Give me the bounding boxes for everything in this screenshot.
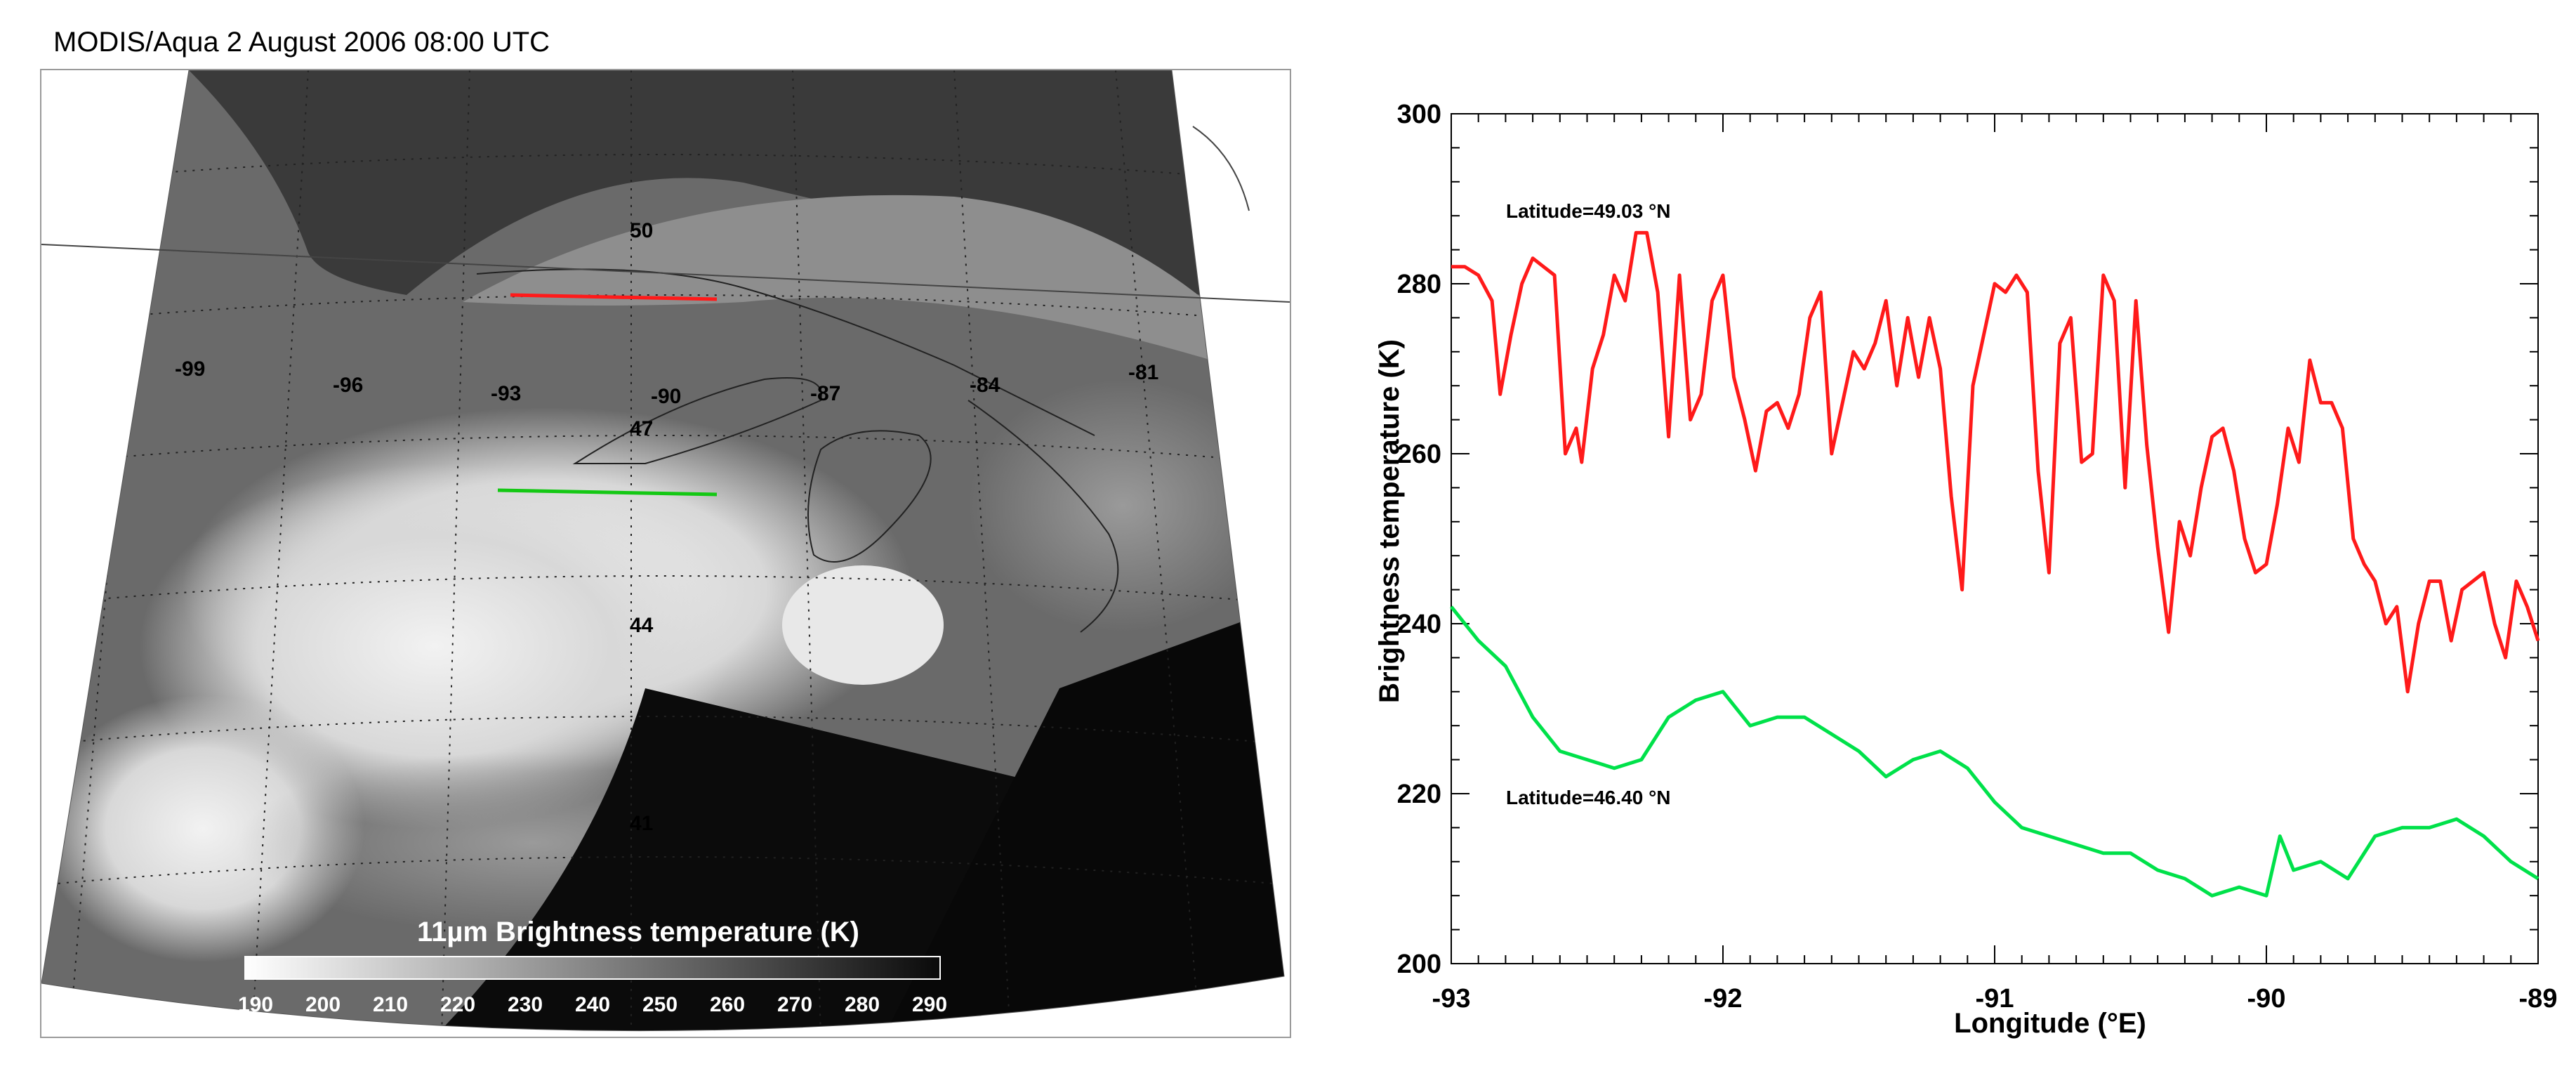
colorbar-tick-label: 290 [912, 993, 947, 1016]
colorbar-tick-label: 270 [777, 993, 812, 1016]
satellite-image-panel: -99 -96 -93 -90 -87 -84 -81 50 47 44 41 … [40, 69, 1291, 1038]
y-tick-label: 300 [1397, 100, 1441, 129]
colorbar-tick-label: 230 [508, 993, 543, 1016]
colorbar-ticks: 190 200 210 220 230 240 250 260 270 280 290 [238, 993, 947, 1016]
satellite-map: -99 -96 -93 -90 -87 -84 -81 50 47 44 41 … [41, 70, 1290, 1032]
series-line-south [1450, 605, 2539, 898]
colorbar: 11µm Brightness temperature (K) 190 200 21… [238, 917, 947, 1016]
y-tick-label: 240 [1397, 610, 1441, 639]
y-tick-label: 260 [1397, 440, 1441, 469]
series-line-north [1451, 230, 2540, 694]
y-tick-label: 200 [1397, 950, 1441, 979]
lon-label: -87 [810, 382, 840, 405]
y-axis-label: Brightness temperature (K) [1374, 339, 1405, 703]
colorbar-tick-label: 220 [440, 993, 475, 1016]
lat-label: 47 [630, 417, 653, 440]
lon-label: -90 [651, 385, 681, 408]
colorbar-tick-label: 200 [305, 993, 341, 1016]
lat-label: 41 [630, 812, 653, 835]
x-tick-label: -89 [2519, 984, 2558, 1013]
map-title: MODIS/Aqua 2 August 2006 08:00 UTC [53, 27, 550, 58]
colorbar-tick-label: 210 [373, 993, 408, 1016]
colorbar-tick-label: 280 [845, 993, 880, 1016]
lat-label: 44 [630, 614, 654, 637]
south-transect-line [497, 488, 718, 497]
brightness-temperature-chart: -93 -92 -91 -90 -89 200 220 240 260 280 300 Longit… [1374, 100, 2558, 1039]
north-transect-line [510, 293, 718, 301]
annotation-south-latitude: Latitude=46.40 °N [1506, 787, 1671, 808]
y-tick-label: 280 [1397, 270, 1441, 299]
lat-label: 50 [630, 219, 653, 242]
map-imagery [41, 70, 1284, 1031]
lon-label: -81 [1128, 361, 1158, 384]
x-axis-label: Longitude (°E) [1954, 1008, 2146, 1039]
colorbar-tick-label: 250 [642, 993, 678, 1016]
colorbar-tick-label: 260 [710, 993, 745, 1016]
colorbar-tick-label: 240 [575, 993, 610, 1016]
x-tick-label: -92 [1704, 984, 1743, 1013]
colorbar-gradient [244, 956, 941, 980]
lon-label: -96 [333, 374, 363, 397]
colorbar-tick-label: 190 [238, 993, 273, 1016]
x-tick-label: -91 [1976, 984, 2014, 1013]
lon-label: -99 [175, 357, 205, 381]
x-tick-label: -93 [1432, 984, 1471, 1013]
lon-label: -84 [970, 374, 1000, 397]
annotation-north-latitude: Latitude=49.03 °N [1506, 200, 1671, 222]
colorbar-title: 11µm Brightness temperature (K) [417, 917, 859, 947]
x-tick-label: -90 [2247, 984, 2286, 1013]
y-tick-label: 220 [1397, 780, 1441, 809]
graticule [41, 70, 1284, 1031]
lon-label: -93 [491, 382, 521, 405]
